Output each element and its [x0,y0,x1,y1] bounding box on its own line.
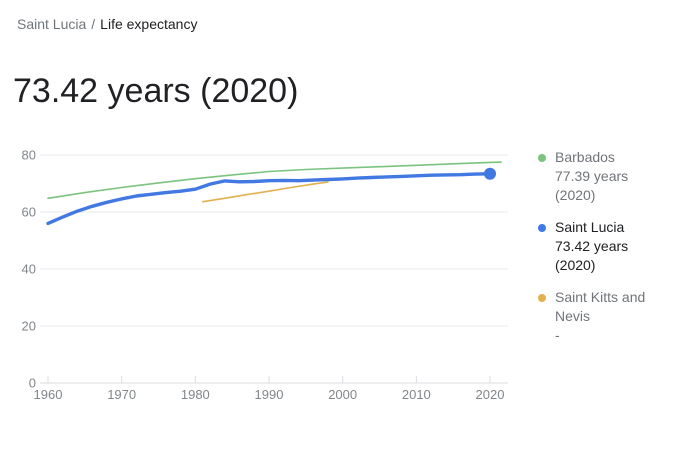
y-axis-label: 40 [22,262,36,277]
x-axis-label: 1970 [107,387,136,402]
series-end-dot-icon[interactable] [484,167,496,180]
barbados-series-dot-icon [538,154,546,162]
y-axis-label: 0 [29,376,36,391]
legend-item-saint-lucia[interactable]: Saint Lucia 73.42 years (2020) [538,218,678,275]
legend-country: Barbados [555,149,615,165]
breadcrumb: Saint Lucia / Life expectancy [17,15,197,33]
chart-area: 0 20 40 60 80 1960 1970 1980 1990 2000 2010 2020 Ba… [0,140,696,440]
y-axis-label: 80 [22,148,36,163]
saint-lucia-series-dot-icon [538,224,546,232]
line-chart[interactable]: 0 20 40 60 80 1960 1970 1980 1990 2000 2010 2020 [0,140,530,420]
y-axis-label: 20 [22,319,36,334]
legend-year: (2020) [555,187,596,203]
y-axis-label: 60 [22,205,36,220]
legend-value: 77.39 years [555,168,629,184]
legend-country: Saint Kitts and Nevis [555,289,646,324]
series-line[interactable] [201,181,329,203]
legend-value: 73.42 years [555,238,629,254]
breadcrumb-metric: Life expectancy [100,16,198,32]
saint-kitts-series-dot-icon [538,294,546,302]
series-line[interactable] [47,161,502,200]
x-axis-label: 1980 [181,387,210,402]
chart-legend: Barbados 77.39 years (2020) Saint Lucia … [538,148,678,358]
legend-country: Saint Lucia [555,219,625,235]
legend-value: - [555,327,560,343]
x-axis-label: 2020 [476,387,505,402]
headline-value: 73.42 years (2020) [13,72,299,110]
x-axis-label: 2010 [402,387,431,402]
x-axis-label: 2000 [328,387,357,402]
x-axis-label: 1960 [34,387,63,402]
series-line[interactable] [46,172,492,226]
legend-item-saint-kitts-and-nevis[interactable]: Saint Kitts and Nevis - [538,288,678,345]
legend-year: (2020) [555,257,596,273]
legend-item-barbados[interactable]: Barbados 77.39 years (2020) [538,148,678,205]
breadcrumb-location[interactable]: Saint Lucia [17,16,87,32]
x-axis-label: 1990 [255,387,284,402]
breadcrumb-separator: / [91,16,96,32]
